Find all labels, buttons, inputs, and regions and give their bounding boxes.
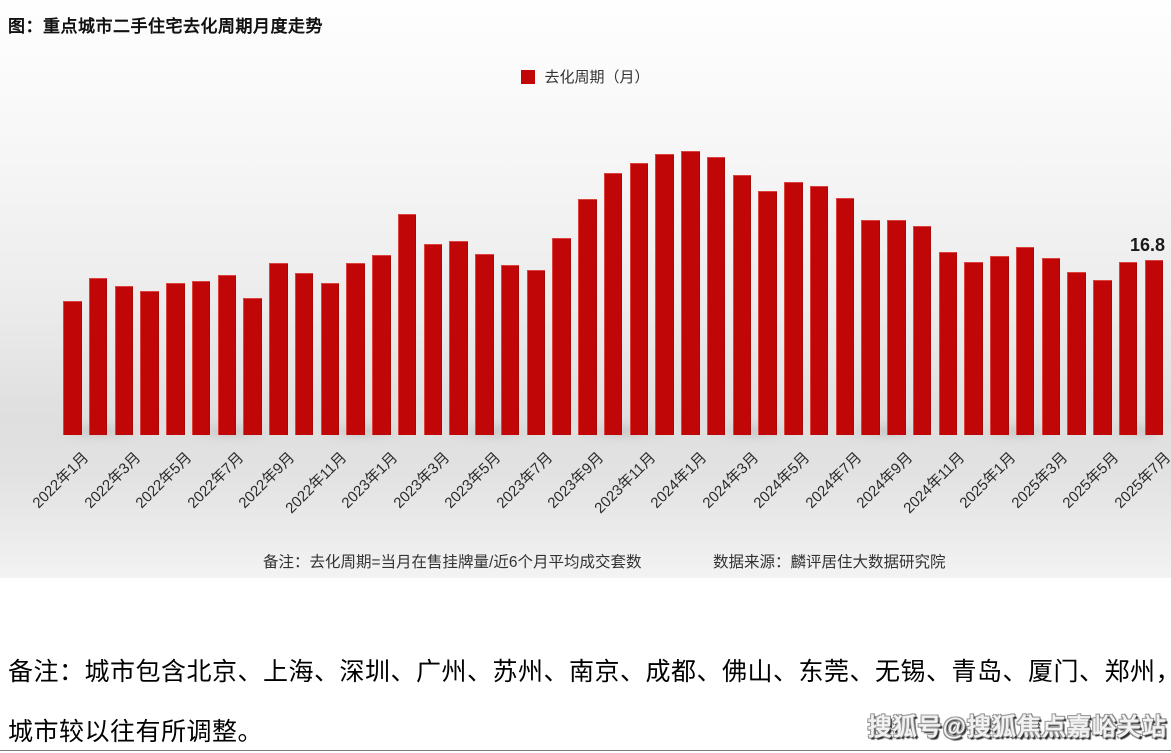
bar-2024年7月 [835, 197, 854, 435]
bar-2023年8月 [552, 238, 571, 435]
bar-2023年3月 [423, 244, 442, 435]
sohu-watermark: 搜狐号@搜狐焦点嘉峪关站 [867, 714, 1167, 741]
chart-data-source: 数据来源：麟评居住大数据研究院 [713, 554, 946, 571]
bar-2024年9月 [887, 220, 906, 435]
bar-2023年2月 [397, 214, 417, 435]
bar-2022年11月 [320, 282, 339, 435]
legend-swatch-icon [521, 69, 536, 84]
bar-2025年7月 [1144, 260, 1163, 435]
bar-2023年1月 [372, 254, 391, 435]
bar-2024年1月 [681, 150, 700, 435]
chart-footnote: 备注：去化周期=当月在售挂牌量/近6个月平均成交套数 [263, 554, 642, 571]
bar-2022年4月 [140, 291, 159, 435]
bar-2024年5月 [784, 181, 803, 435]
bar-2023年9月 [578, 198, 597, 435]
bar-2024年3月 [732, 174, 751, 435]
last-bar-value-label: 16.8 [1129, 235, 1165, 255]
bar-2025年6月 [1118, 262, 1138, 435]
bar-2025年5月 [1093, 279, 1112, 435]
bar-2025年4月 [1067, 271, 1086, 435]
bar-2023年10月 [603, 172, 623, 435]
bar-2025年2月 [1015, 246, 1035, 435]
bottom-divider [0, 750, 1171, 751]
bar-2023年7月 [526, 270, 545, 435]
bar-2024年11月 [938, 251, 957, 435]
legend-label: 去化周期（月） [544, 69, 650, 86]
bar-2022年1月 [63, 300, 82, 435]
bar-2023年6月 [500, 265, 520, 435]
chart-title: 图：重点城市二手住宅去化周期月度走势 [8, 17, 323, 36]
bar-2024年10月 [912, 225, 932, 435]
bar-2023年11月 [629, 163, 648, 435]
chart-legend: 去化周期（月） [0, 66, 1171, 87]
bar-2023年5月 [475, 253, 494, 435]
plot-area [63, 135, 1163, 435]
bar-2024年2月 [706, 156, 726, 435]
bar-2024年8月 [861, 220, 880, 435]
bar-2022年12月 [346, 263, 365, 435]
bar-2023年12月 [655, 153, 674, 435]
bar-2023年4月 [449, 241, 468, 435]
bottom-note-line2: 城市较以往有所调整。 [8, 719, 264, 746]
bar-2022年7月 [217, 274, 236, 435]
bar-2022年5月 [166, 282, 185, 435]
bar-2022年9月 [269, 263, 288, 435]
x-tick-label: 2022年1月 [28, 449, 92, 512]
bar-2022年8月 [243, 297, 262, 435]
bar-2022年6月 [191, 280, 211, 435]
bar-2025年1月 [990, 255, 1009, 435]
bar-2024年12月 [964, 262, 983, 435]
bottom-note-line1: 备注：城市包含北京、上海、深圳、广州、苏州、南京、成都、佛山、东莞、无锡、青岛、… [8, 659, 1171, 686]
bar-2022年10月 [294, 272, 314, 435]
chart-panel: 图：重点城市二手住宅去化周期月度走势 去化周期（月） 备注：去化周期=当月在售挂… [0, 0, 1171, 578]
bar-2022年2月 [88, 277, 108, 435]
bar-2024年6月 [809, 186, 829, 435]
bar-2024年4月 [758, 191, 777, 435]
bar-2022年3月 [114, 286, 133, 435]
bar-2025年3月 [1041, 257, 1060, 435]
